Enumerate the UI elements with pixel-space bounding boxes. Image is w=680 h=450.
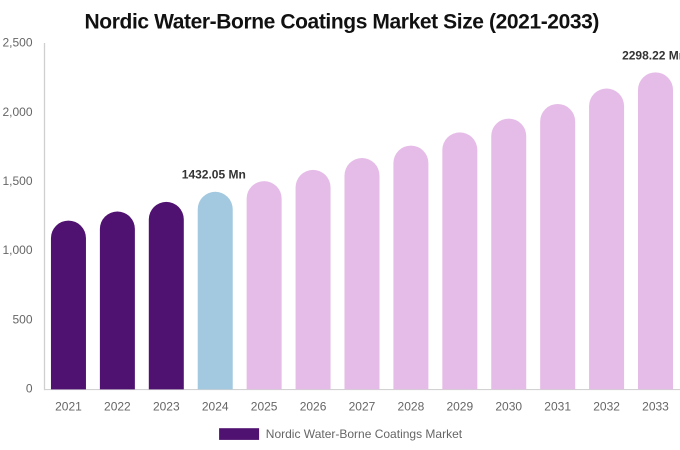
svg-text:2021: 2021 xyxy=(55,400,82,414)
svg-text:2028: 2028 xyxy=(398,400,425,414)
svg-text:2023: 2023 xyxy=(153,400,180,414)
svg-text:2,500: 2,500 xyxy=(2,36,32,50)
svg-text:Nordic Water-Borne Coatings Ma: Nordic Water-Borne Coatings Market Size … xyxy=(85,10,599,33)
svg-text:2030: 2030 xyxy=(495,400,522,414)
svg-text:2032: 2032 xyxy=(593,400,620,414)
svg-text:2031: 2031 xyxy=(544,400,571,414)
svg-text:2026: 2026 xyxy=(300,400,327,414)
svg-text:2027: 2027 xyxy=(349,400,376,414)
svg-text:2025: 2025 xyxy=(251,400,278,414)
svg-text:2022: 2022 xyxy=(104,400,131,414)
svg-text:2024: 2024 xyxy=(202,400,229,414)
svg-text:1,000: 1,000 xyxy=(2,243,32,257)
svg-text:0: 0 xyxy=(26,382,33,396)
svg-text:1432.05 Mn: 1432.05 Mn xyxy=(182,168,246,182)
svg-text:2,000: 2,000 xyxy=(2,105,32,119)
svg-text:2033: 2033 xyxy=(642,400,669,414)
svg-text:Nordic Water-Borne Coatings Ma: Nordic Water-Borne Coatings Market xyxy=(266,427,463,441)
svg-text:2029: 2029 xyxy=(446,400,473,414)
svg-text:500: 500 xyxy=(12,312,32,326)
svg-text:1,500: 1,500 xyxy=(2,174,32,188)
svg-text:2298.22 Mn: 2298.22 Mn xyxy=(622,49,680,63)
